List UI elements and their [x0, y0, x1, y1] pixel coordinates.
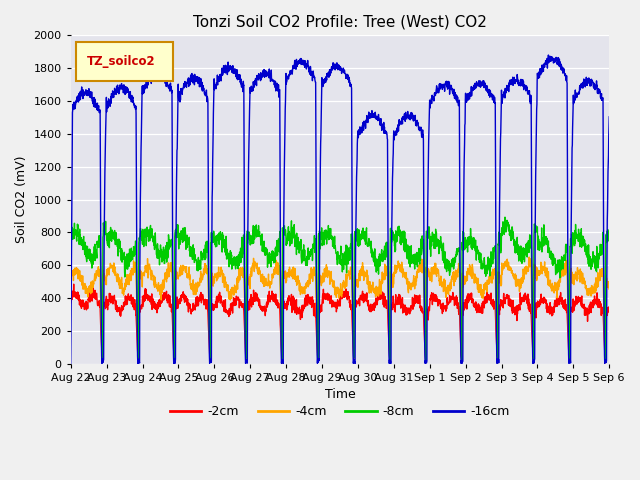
X-axis label: Time: Time: [324, 388, 355, 401]
Text: TZ_soilco2: TZ_soilco2: [87, 55, 156, 68]
Legend: -2cm, -4cm, -8cm, -16cm: -2cm, -4cm, -8cm, -16cm: [165, 400, 515, 423]
Title: Tonzi Soil CO2 Profile: Tree (West) CO2: Tonzi Soil CO2 Profile: Tree (West) CO2: [193, 15, 487, 30]
FancyBboxPatch shape: [76, 42, 173, 81]
Y-axis label: Soil CO2 (mV): Soil CO2 (mV): [15, 156, 28, 243]
